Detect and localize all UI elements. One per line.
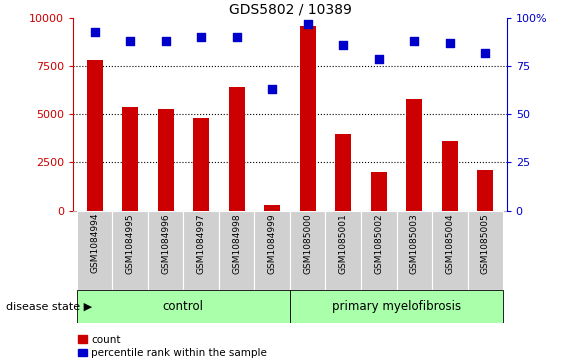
Point bbox=[481, 50, 490, 56]
Bar bbox=[87, 61, 102, 211]
Point bbox=[232, 34, 241, 40]
Text: GSM1085000: GSM1085000 bbox=[303, 213, 312, 274]
Bar bbox=[432, 211, 468, 290]
Bar bbox=[254, 211, 290, 290]
Bar bbox=[229, 87, 245, 211]
Bar bbox=[77, 290, 290, 323]
Bar bbox=[264, 205, 280, 211]
Text: GSM1085003: GSM1085003 bbox=[410, 213, 419, 274]
Bar bbox=[300, 26, 316, 211]
Text: disease state ▶: disease state ▶ bbox=[6, 302, 92, 312]
Bar bbox=[290, 211, 325, 290]
Bar bbox=[477, 170, 493, 211]
Legend: count, percentile rank within the sample: count, percentile rank within the sample bbox=[78, 335, 267, 358]
Bar bbox=[219, 211, 254, 290]
Bar bbox=[77, 211, 112, 290]
Text: GSM1085004: GSM1085004 bbox=[445, 213, 454, 274]
Bar bbox=[396, 211, 432, 290]
Text: GSM1084998: GSM1084998 bbox=[232, 213, 241, 274]
Bar bbox=[361, 211, 396, 290]
Bar bbox=[193, 118, 209, 211]
Text: GSM1085002: GSM1085002 bbox=[374, 213, 383, 274]
Title: GDS5802 / 10389: GDS5802 / 10389 bbox=[229, 3, 351, 17]
Bar bbox=[371, 172, 387, 211]
Text: GSM1084999: GSM1084999 bbox=[267, 213, 276, 274]
Text: GSM1084996: GSM1084996 bbox=[161, 213, 170, 274]
Point bbox=[339, 42, 348, 48]
Point bbox=[161, 38, 170, 44]
Bar bbox=[442, 141, 458, 211]
Bar bbox=[325, 211, 361, 290]
Bar bbox=[290, 290, 503, 323]
Text: GSM1085005: GSM1085005 bbox=[481, 213, 490, 274]
Bar bbox=[406, 99, 422, 211]
Bar bbox=[335, 134, 351, 211]
Text: control: control bbox=[163, 300, 204, 313]
Point bbox=[267, 86, 276, 92]
Point bbox=[126, 38, 135, 44]
Text: GSM1085001: GSM1085001 bbox=[339, 213, 348, 274]
Point bbox=[90, 29, 99, 34]
Text: primary myelofibrosis: primary myelofibrosis bbox=[332, 300, 461, 313]
Bar bbox=[468, 211, 503, 290]
Point bbox=[196, 34, 205, 40]
Text: GSM1084995: GSM1084995 bbox=[126, 213, 135, 274]
Text: GSM1084997: GSM1084997 bbox=[196, 213, 205, 274]
Bar bbox=[184, 211, 219, 290]
Bar bbox=[112, 211, 148, 290]
Point bbox=[445, 40, 454, 46]
Point bbox=[303, 21, 312, 27]
Point bbox=[374, 56, 383, 61]
Bar bbox=[158, 109, 173, 211]
Point bbox=[410, 38, 419, 44]
Bar bbox=[122, 107, 138, 211]
Text: GSM1084994: GSM1084994 bbox=[90, 213, 99, 273]
Bar bbox=[148, 211, 184, 290]
